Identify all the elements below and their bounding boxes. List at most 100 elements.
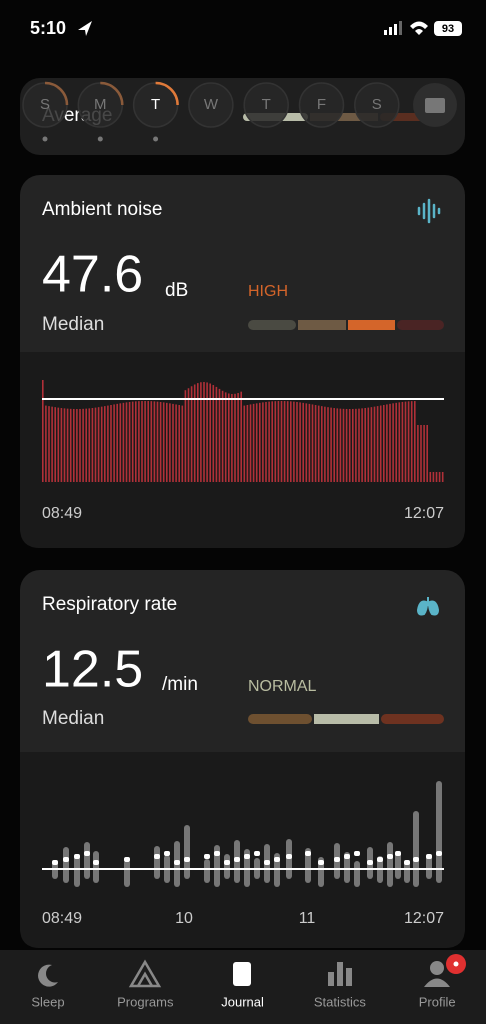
respiratory-point bbox=[354, 851, 360, 856]
day-progress bbox=[44, 81, 69, 106]
noise-bar bbox=[311, 404, 314, 482]
noise-bar bbox=[286, 401, 289, 482]
tab-label[interactable]: Programs bbox=[117, 994, 174, 1009]
noise-bar bbox=[104, 406, 106, 482]
noise-bar bbox=[271, 401, 273, 482]
respiratory-point bbox=[184, 857, 190, 862]
noise-bar bbox=[305, 403, 308, 482]
noise-bar bbox=[138, 401, 140, 482]
tab-label[interactable]: Journal bbox=[221, 994, 264, 1009]
noise-bar bbox=[113, 404, 115, 482]
day-letter: S bbox=[40, 96, 50, 113]
day-circle[interactable] bbox=[243, 82, 289, 128]
noise-bar bbox=[69, 408, 72, 482]
day-letter: W bbox=[204, 96, 219, 113]
folder-icon bbox=[425, 98, 445, 113]
noise-bar bbox=[147, 401, 149, 482]
day-letter: T bbox=[262, 96, 271, 113]
respiratory-bar bbox=[305, 848, 311, 883]
respiratory-point bbox=[154, 854, 160, 859]
day-circle[interactable] bbox=[188, 82, 234, 128]
noise-bar bbox=[401, 401, 404, 482]
respiratory-bar bbox=[354, 861, 360, 887]
respiratory-point bbox=[174, 860, 180, 865]
noise-bar bbox=[66, 408, 69, 482]
axis-label: 08:49 bbox=[42, 910, 82, 927]
noise-bar bbox=[367, 407, 370, 482]
respiratory-point bbox=[404, 860, 410, 865]
respiratory-point bbox=[367, 860, 373, 865]
noise-bar bbox=[395, 402, 397, 482]
respiratory-point bbox=[395, 851, 401, 856]
tab-label[interactable]: Sleep bbox=[31, 994, 64, 1009]
respiratory-point bbox=[224, 860, 230, 865]
respiratory-axis: 08:49 10 11 12:07 bbox=[42, 910, 444, 927]
noise-bar bbox=[209, 383, 211, 482]
day-letter: S bbox=[372, 96, 382, 113]
noise-bar bbox=[435, 472, 438, 482]
noise-bar bbox=[392, 403, 394, 482]
respiratory-bar bbox=[413, 811, 419, 887]
noise-bar bbox=[345, 408, 348, 482]
noise-bar bbox=[237, 393, 239, 482]
day-dot bbox=[153, 136, 159, 142]
day-letter: M bbox=[94, 96, 107, 113]
noise-bar bbox=[321, 406, 323, 482]
noise-bar bbox=[441, 472, 444, 482]
noise-bar bbox=[116, 403, 118, 482]
noise-bar bbox=[119, 403, 122, 482]
respiratory-point bbox=[74, 854, 80, 859]
programs-icon bbox=[128, 959, 162, 988]
respiratory-bar bbox=[63, 847, 69, 883]
noise-bar bbox=[333, 408, 335, 482]
noise-bar bbox=[355, 408, 357, 482]
noise-bar bbox=[277, 401, 280, 482]
noise-bar bbox=[218, 388, 221, 482]
noise-chart-area bbox=[20, 352, 465, 548]
noise-bar bbox=[293, 401, 295, 482]
noise-bar bbox=[240, 391, 242, 482]
noise-bar bbox=[352, 408, 354, 482]
respiratory-point bbox=[254, 851, 260, 856]
respiratory-bar bbox=[404, 860, 410, 883]
signal-icon bbox=[384, 21, 402, 35]
badge-dot bbox=[453, 961, 459, 967]
respiratory-point bbox=[344, 854, 350, 859]
respiratory-point bbox=[63, 857, 69, 862]
day-circle[interactable] bbox=[354, 82, 400, 128]
noise-bar bbox=[438, 472, 441, 482]
respiratory-point bbox=[413, 857, 419, 862]
noise-bar bbox=[73, 408, 75, 482]
noise-bar bbox=[255, 403, 258, 482]
respiratory-bar bbox=[184, 825, 190, 879]
noise-bar bbox=[370, 407, 373, 482]
noise-end-time: 12:07 bbox=[404, 505, 444, 522]
noise-bar bbox=[296, 401, 298, 482]
respiratory-range-bar bbox=[248, 714, 444, 724]
noise-status: HIGH bbox=[248, 283, 288, 300]
day-circle[interactable] bbox=[298, 82, 345, 128]
respiratory-point bbox=[264, 860, 270, 865]
noise-bar bbox=[97, 407, 100, 482]
noise-bar bbox=[224, 392, 227, 482]
tab-label[interactable]: Statistics bbox=[314, 994, 367, 1009]
tab-label[interactable]: Profile bbox=[419, 994, 456, 1009]
battery-level: 93 bbox=[442, 23, 454, 35]
noise-bar bbox=[423, 425, 425, 482]
noise-bar bbox=[373, 406, 376, 482]
respiratory-point bbox=[286, 854, 292, 859]
battery-icon bbox=[434, 21, 462, 36]
noise-bar bbox=[141, 401, 143, 482]
noise-bar bbox=[429, 472, 432, 482]
respiratory-point bbox=[436, 851, 442, 856]
noise-bar bbox=[432, 472, 435, 482]
noise-bar bbox=[181, 405, 184, 482]
tab-labels: Sleep Programs Journal Statistics Profile bbox=[31, 994, 455, 1009]
noise-bar bbox=[228, 393, 230, 482]
noise-bar bbox=[125, 402, 128, 482]
noise-bar bbox=[215, 386, 218, 482]
noise-bar bbox=[63, 408, 66, 482]
noise-bar bbox=[193, 384, 196, 482]
respiratory-chart bbox=[52, 781, 442, 887]
noise-bar bbox=[79, 408, 81, 482]
